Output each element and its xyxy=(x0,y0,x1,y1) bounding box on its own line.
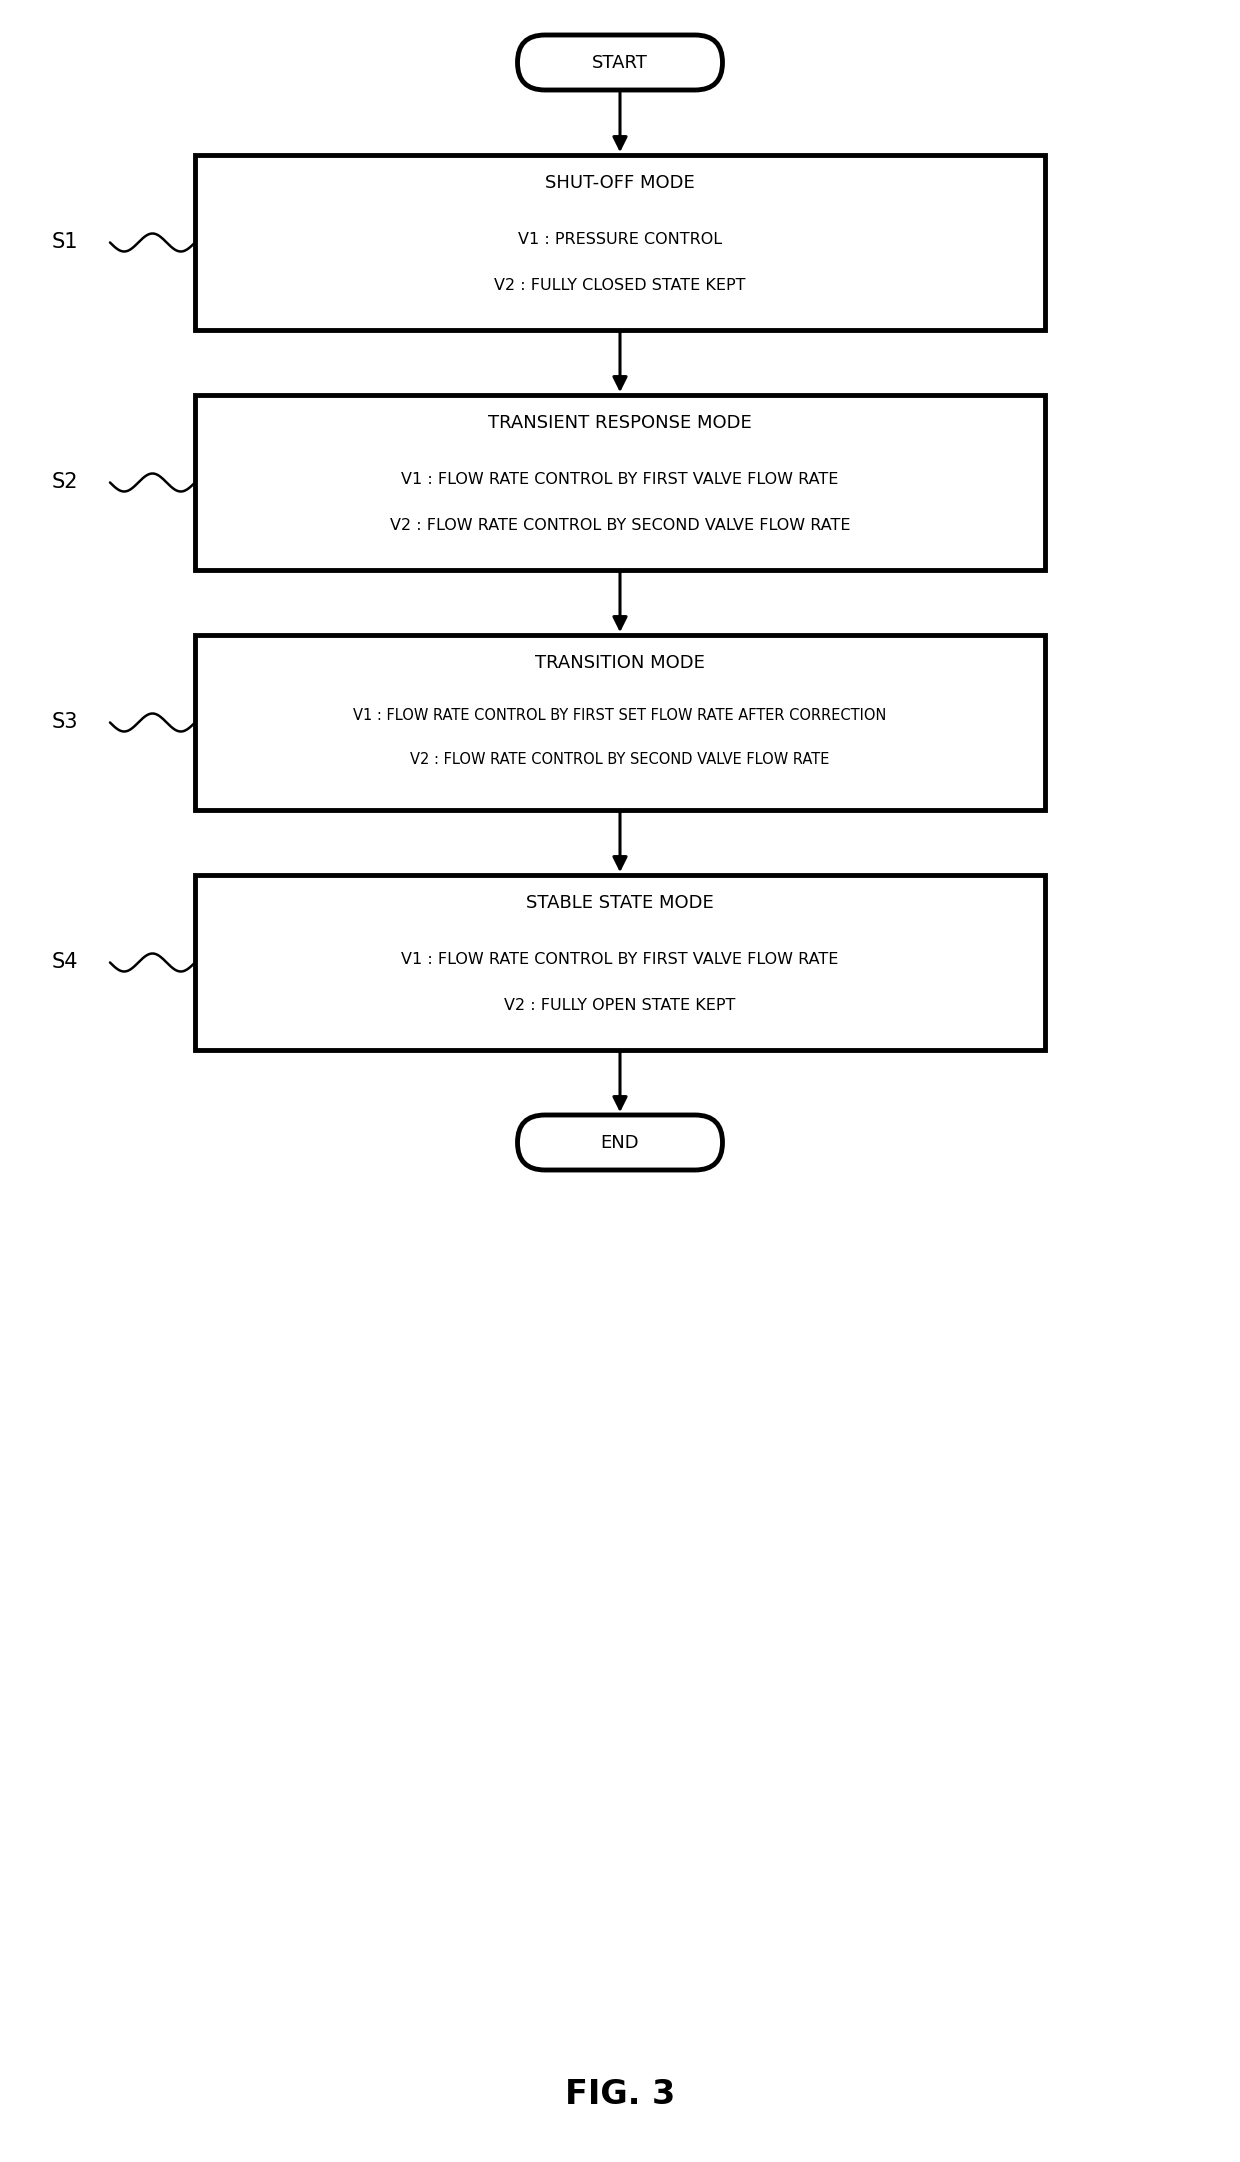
Bar xyxy=(195,156,1045,331)
Text: S3: S3 xyxy=(52,713,78,733)
Text: STABLE STATE MODE: STABLE STATE MODE xyxy=(526,895,714,912)
Text: S4: S4 xyxy=(52,953,78,973)
Text: END: END xyxy=(600,1133,640,1152)
Text: TRANSIENT RESPONSE MODE: TRANSIENT RESPONSE MODE xyxy=(489,413,751,432)
Bar xyxy=(195,396,1045,571)
Text: S1: S1 xyxy=(52,233,78,253)
Text: V1 : PRESSURE CONTROL: V1 : PRESSURE CONTROL xyxy=(518,233,722,246)
Text: TRANSITION MODE: TRANSITION MODE xyxy=(536,653,704,672)
Text: V1 : FLOW RATE CONTROL BY FIRST VALVE FLOW RATE: V1 : FLOW RATE CONTROL BY FIRST VALVE FL… xyxy=(402,473,838,486)
FancyBboxPatch shape xyxy=(517,1116,723,1170)
Text: V1 : FLOW RATE CONTROL BY FIRST VALVE FLOW RATE: V1 : FLOW RATE CONTROL BY FIRST VALVE FL… xyxy=(402,953,838,969)
FancyBboxPatch shape xyxy=(517,35,723,91)
Text: S2: S2 xyxy=(52,473,78,493)
Text: SHUT-OFF MODE: SHUT-OFF MODE xyxy=(546,173,694,192)
Text: V2 : FLOW RATE CONTROL BY SECOND VALVE FLOW RATE: V2 : FLOW RATE CONTROL BY SECOND VALVE F… xyxy=(389,517,851,532)
Text: FIG. 3: FIG. 3 xyxy=(565,2078,675,2112)
Text: START: START xyxy=(591,54,649,71)
Text: V2 : FULLY OPEN STATE KEPT: V2 : FULLY OPEN STATE KEPT xyxy=(505,997,735,1012)
Bar xyxy=(195,876,1045,1051)
Text: V2 : FLOW RATE CONTROL BY SECOND VALVE FLOW RATE: V2 : FLOW RATE CONTROL BY SECOND VALVE F… xyxy=(410,752,830,768)
Bar xyxy=(195,636,1045,811)
Text: V1 : FLOW RATE CONTROL BY FIRST SET FLOW RATE AFTER CORRECTION: V1 : FLOW RATE CONTROL BY FIRST SET FLOW… xyxy=(353,707,887,722)
Text: V2 : FULLY CLOSED STATE KEPT: V2 : FULLY CLOSED STATE KEPT xyxy=(495,277,745,292)
